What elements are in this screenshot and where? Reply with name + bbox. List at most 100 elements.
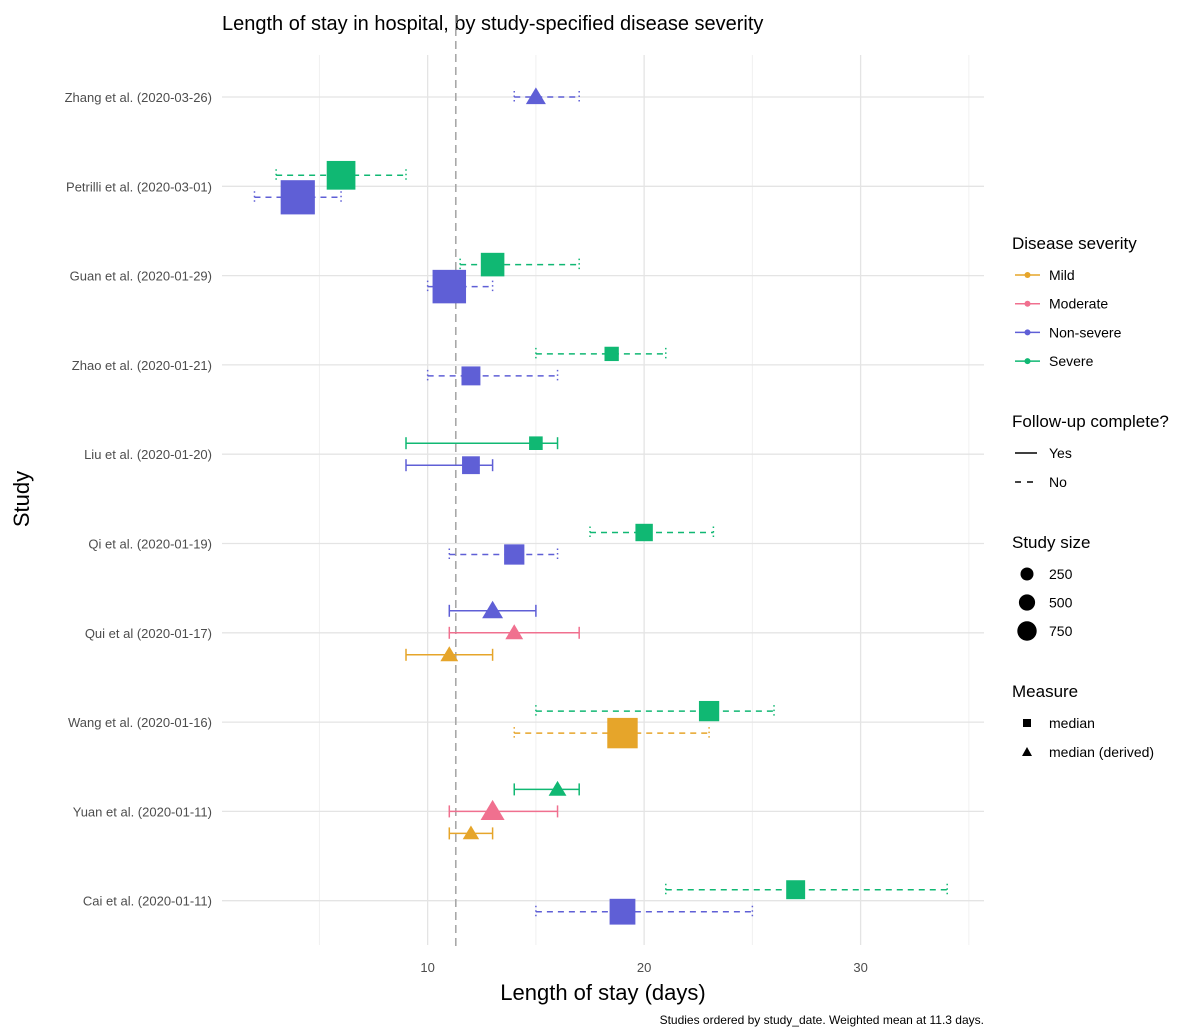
median-point xyxy=(326,160,356,190)
y-axis-title: Study xyxy=(9,471,34,527)
median-point xyxy=(480,252,505,277)
legend-size-item: 500 xyxy=(1018,594,1073,611)
legend-followup-title: Follow-up complete? xyxy=(1012,412,1169,431)
legend-severity-label: Mild xyxy=(1049,267,1075,283)
median-point xyxy=(529,436,543,451)
median-point xyxy=(604,346,619,362)
x-tick-label: 30 xyxy=(853,960,867,975)
legend-measure-items: median median (derived) xyxy=(1022,715,1154,760)
legend-measure-title: Measure xyxy=(1012,682,1078,701)
median-point xyxy=(280,180,315,215)
legend-size-item: 750 xyxy=(1017,621,1073,641)
estimate-mild xyxy=(513,717,710,749)
legend-size-items: 250 500 750 xyxy=(1017,566,1073,641)
legend-followup-item: No xyxy=(1015,474,1067,490)
chart-caption: Studies ordered by study_date. Weighted … xyxy=(660,1013,984,1027)
legend-triangle-icon xyxy=(1022,747,1032,756)
legend-measure-label: median (derived) xyxy=(1049,744,1154,760)
y-tick-label: Liu et al. (2020-01-20) xyxy=(84,447,212,462)
median-point xyxy=(432,269,467,304)
y-tick-label: Cai et al. (2020-01-11) xyxy=(83,894,212,909)
legend-size-item: 250 xyxy=(1020,566,1073,582)
estimate-severe xyxy=(459,252,580,277)
median-derived-point xyxy=(505,624,524,640)
median-point xyxy=(635,523,653,542)
median-point xyxy=(461,366,481,386)
y-axis-tick-labels: Zhang et al. (2020-03-26) Petrilli et al.… xyxy=(65,90,212,909)
y-tick-label: Qui et al (2020-01-17) xyxy=(85,626,212,641)
median-derived-point xyxy=(480,799,505,821)
y-tick-label: Guan et al. (2020-01-29) xyxy=(70,269,212,284)
legend-size-label: 500 xyxy=(1049,595,1073,611)
legend-measure-item: median xyxy=(1023,715,1095,731)
estimate-non-severe xyxy=(426,366,559,386)
median-point xyxy=(609,898,636,925)
legend-square-icon xyxy=(1023,719,1031,727)
y-tick-label: Zhang et al. (2020-03-26) xyxy=(65,90,212,105)
legend-size-dot xyxy=(1018,594,1036,611)
estimate-non-severe xyxy=(448,600,537,619)
estimate-mild xyxy=(405,646,494,662)
median-derived-point xyxy=(548,780,567,796)
y-tick-label: Zhao et al. (2020-01-21) xyxy=(72,358,212,373)
legend-followup-label: No xyxy=(1049,474,1067,490)
legend-severity-title: Disease severity xyxy=(1012,234,1137,253)
median-derived-point xyxy=(525,87,546,105)
legend-size-label: 250 xyxy=(1049,566,1073,582)
legend-followup-items: Yes No xyxy=(1015,445,1072,490)
chart-title: Length of stay in hospital, by study-spe… xyxy=(222,13,763,35)
legend-severity-item: Moderate xyxy=(1015,296,1108,312)
median-derived-point xyxy=(440,646,459,662)
estimate-severe xyxy=(665,880,948,900)
estimate-non-severe xyxy=(535,898,754,925)
estimate-non-severe xyxy=(253,180,342,215)
estimate-severe xyxy=(405,436,559,451)
median-derived-point xyxy=(482,600,504,619)
x-tick-label: 10 xyxy=(420,960,434,975)
legend-severity-item: Non-severe xyxy=(1015,324,1122,340)
legend: Disease severity Mild Moderate Non-severe S… xyxy=(1012,234,1169,760)
estimate-moderate xyxy=(448,799,559,821)
estimate-moderate xyxy=(448,624,580,640)
legend-severity-items: Mild Moderate Non-severe Severe xyxy=(1015,267,1122,369)
legend-size-title: Study size xyxy=(1012,533,1090,552)
plot-area xyxy=(222,15,984,950)
median-point xyxy=(607,717,638,749)
estimate-severe xyxy=(513,780,580,796)
x-axis-tick-labels: 10 20 30 xyxy=(420,960,867,975)
legend-key-dot xyxy=(1024,358,1031,365)
y-tick-label: Wang et al. (2020-01-16) xyxy=(68,715,212,730)
estimate-severe xyxy=(589,523,715,542)
legend-severity-label: Severe xyxy=(1049,353,1094,369)
median-point xyxy=(462,456,480,475)
estimate-severe xyxy=(535,700,775,722)
median-point xyxy=(786,880,806,900)
y-tick-label: Qi et al. (2020-01-19) xyxy=(88,537,212,552)
legend-size-label: 750 xyxy=(1049,623,1073,639)
legend-size-dot xyxy=(1020,567,1034,581)
legend-severity-label: Non-severe xyxy=(1049,324,1122,340)
estimate-non-severe xyxy=(448,544,559,565)
grid-lines xyxy=(222,55,984,945)
legend-severity-item: Mild xyxy=(1015,267,1075,283)
legend-size-dot xyxy=(1017,621,1037,641)
legend-followup-label: Yes xyxy=(1049,445,1072,461)
legend-key-dot xyxy=(1024,272,1031,278)
estimate-non-severe xyxy=(426,269,494,304)
x-axis-title: Length of stay (days) xyxy=(500,980,705,1005)
median-derived-point xyxy=(462,825,480,840)
legend-severity-item: Severe xyxy=(1015,353,1094,369)
estimate-severe xyxy=(275,160,407,190)
median-point xyxy=(698,700,720,722)
median-point xyxy=(504,544,525,565)
legend-followup-item: Yes xyxy=(1015,445,1072,461)
legend-severity-label: Moderate xyxy=(1049,296,1108,312)
legend-key-dot xyxy=(1024,329,1031,336)
estimate-severe xyxy=(535,346,667,362)
y-tick-label: Yuan et al. (2020-01-11) xyxy=(73,804,212,819)
legend-measure-item: median (derived) xyxy=(1022,744,1154,760)
legend-key-dot xyxy=(1024,300,1031,307)
estimate-mild xyxy=(448,825,494,840)
x-tick-label: 20 xyxy=(637,960,651,975)
